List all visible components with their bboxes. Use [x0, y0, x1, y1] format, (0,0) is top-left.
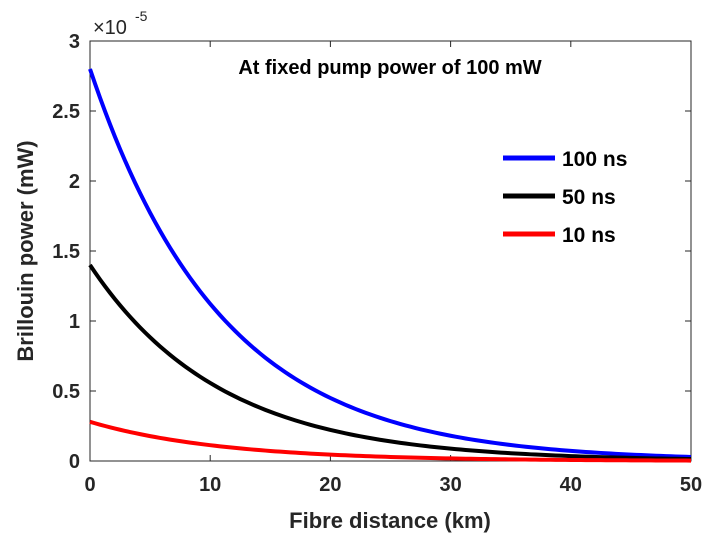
series-line-10ns: [89, 419, 692, 463]
y-tick-label: 2.5: [52, 101, 80, 123]
y-tick-label: 1.5: [52, 241, 80, 263]
y-exponent-power: -5: [135, 8, 148, 24]
series-line-100ns: [88, 68, 692, 459]
chart-annotation: At fixed pump power of 100 mW: [238, 57, 541, 79]
x-tick-label: 0: [84, 474, 95, 496]
y-tick-label: 0: [69, 451, 80, 473]
y-axis-label: Brillouin power (mW): [13, 140, 38, 361]
x-tick-label: 10: [199, 474, 221, 496]
legend-label-10ns: 10 ns: [562, 224, 616, 247]
legend-label-100ns: 100 ns: [562, 148, 627, 171]
x-tick-label: 30: [439, 474, 461, 496]
x-axis-label: Fibre distance (km): [289, 508, 491, 533]
plot-area: [89, 40, 692, 462]
y-tick-label: 2: [69, 171, 80, 193]
x-tick-label: 20: [319, 474, 341, 496]
x-tick-label: 50: [680, 474, 702, 496]
y-tick-label: 3: [69, 31, 80, 53]
series-line-50ns: [88, 263, 692, 462]
legend: 100 ns 50 ns 10 ns: [503, 148, 627, 247]
y-tick-label: 0.5: [52, 381, 80, 403]
axis-tick-labels: 0 10 20 30 40 50 0 0.5 1 1.5 2 2.5 3: [52, 31, 702, 496]
legend-label-50ns: 50 ns: [562, 186, 616, 209]
y-tick-label: 1: [69, 311, 80, 333]
x-tick-label: 40: [560, 474, 582, 496]
y-exponent-base: ×10: [93, 17, 127, 39]
series-lines: [88, 68, 692, 463]
